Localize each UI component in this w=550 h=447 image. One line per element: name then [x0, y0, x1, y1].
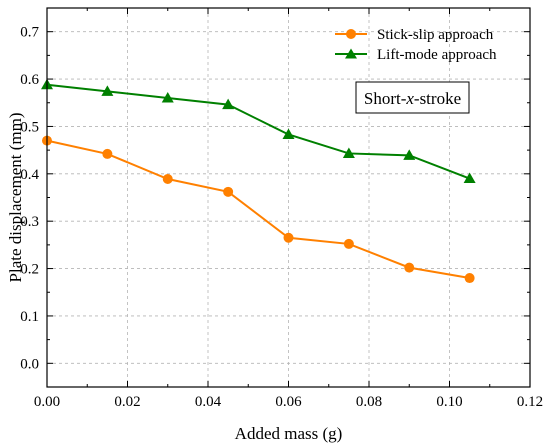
data-point-lift-mode [101, 85, 114, 96]
annotation-label: Short-x-stroke [364, 89, 461, 108]
annotation-prefix: Short- [364, 89, 407, 108]
legend-label-lift-mode: Lift-mode approach [377, 47, 497, 63]
y-tick-label: 0.0 [20, 356, 39, 372]
data-point-lift-mode [342, 147, 355, 158]
y-tick-label: 0.2 [20, 262, 39, 278]
x-axis-title: Added mass (g) [235, 424, 343, 443]
y-tick-label: 0.3 [20, 214, 39, 230]
data-point-lift-mode [161, 92, 174, 103]
annotation-frame [355, 81, 470, 114]
data-point-lift-mode [403, 149, 416, 160]
data-point-stick-slip [223, 186, 234, 197]
legend: Stick-slip approach Lift-mode approach [335, 27, 497, 63]
y-tick-label: 0.4 [20, 167, 39, 183]
annotation-suffix: -stroke [414, 89, 461, 108]
plot-frame [46, 7, 531, 388]
x-tick-label: 0.12 [517, 394, 543, 410]
legend-marker-lift-mode [345, 48, 357, 59]
x-tick-label: 0.02 [114, 394, 140, 410]
data-point-stick-slip [343, 238, 354, 249]
data-point-stick-slip [464, 273, 475, 284]
y-tick-label: 0.5 [20, 119, 39, 135]
data-point-lift-mode [463, 172, 476, 184]
x-tick-label: 0.06 [275, 394, 302, 410]
x-tick-label: 0.04 [195, 394, 222, 410]
series-line-stick-slip [46, 139, 470, 280]
data-point-lift-mode [282, 128, 295, 139]
x-tick-label: 0.08 [356, 394, 382, 410]
legend-label-stick-slip: Stick-slip approach [377, 27, 494, 43]
x-tick-label: 0.10 [436, 394, 462, 410]
series-line-lift-mode [46, 83, 470, 180]
tick-labels: 0.00 0.02 0.04 0.06 0.08 0.10 0.12 0.0 0.1 0.2 0.3… [20, 25, 543, 410]
y-axis-title: Plate displacement (mm) [6, 113, 25, 283]
grid-lines [47, 8, 530, 387]
data-point-stick-slip [162, 174, 173, 185]
y-tick-label: 0.1 [20, 309, 39, 325]
data-point-stick-slip [102, 148, 113, 159]
data-point-lift-mode [222, 98, 235, 110]
annotation-box: Short-x-stroke [355, 81, 470, 114]
y-tick-label: 0.6 [20, 72, 39, 88]
annotation-italic: x [405, 89, 414, 108]
data-point-stick-slip [404, 262, 415, 273]
x-tick-label: 0.00 [34, 394, 60, 410]
y-tick-label: 0.7 [20, 25, 39, 41]
legend-marker-stick-slip [346, 29, 356, 39]
data-point-stick-slip [283, 232, 294, 243]
